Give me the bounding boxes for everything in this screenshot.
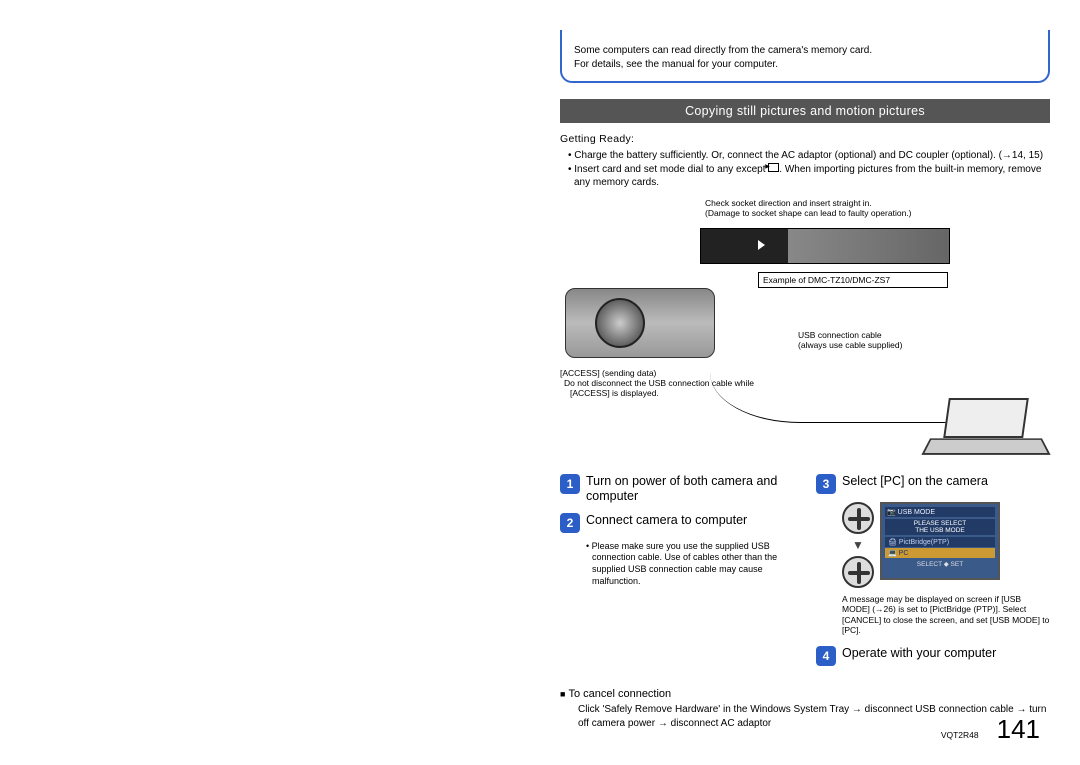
step-3: 3 Select [PC] on the camera [816, 474, 1050, 494]
camera-lens-icon [595, 298, 645, 348]
step-3-graphics: ▼ 📷 USB MODE PLEASE SELECT THE USB MODE … [842, 502, 1050, 588]
example-label: Example of DMC-TZ10/DMC-ZS7 [758, 272, 948, 288]
lcd-footer: SELECT ◆ SET [885, 560, 995, 568]
right-column: 3 Select [PC] on the camera ▼ 📷 USB MODE… [816, 474, 1050, 675]
arrow-icon [758, 240, 765, 250]
lcd-screenshot: 📷 USB MODE PLEASE SELECT THE USB MODE 🖨 … [880, 502, 1000, 580]
step-title: Connect camera to computer [586, 513, 747, 533]
step-4: 4 Operate with your computer [816, 646, 1050, 666]
lcd-title: 📷 USB MODE [885, 507, 995, 517]
intro-line1: Some computers can read directly from th… [574, 44, 1036, 58]
step-number-icon: 3 [816, 474, 836, 494]
socket-illustration [700, 228, 950, 264]
socket-callout: Check socket direction and insert straig… [705, 198, 965, 218]
step-title: Select [PC] on the camera [842, 474, 988, 494]
lcd-option-selected: 💻 PC [885, 548, 995, 558]
step-title: Operate with your computer [842, 646, 996, 666]
step-number-icon: 1 [560, 474, 580, 494]
cancel-title: To cancel connection [560, 688, 1050, 700]
lcd-message: PLEASE SELECT THE USB MODE [885, 519, 995, 535]
page-number: 141 [997, 714, 1040, 745]
arrow-down-icon: ▼ [852, 538, 864, 552]
laptop-illustration [926, 398, 1046, 458]
mode-dial-icon [768, 163, 779, 172]
step-1: 1 Turn on power of both camera and compu… [560, 474, 794, 505]
step-number-icon: 2 [560, 513, 580, 533]
usb-mode-note: A message may be displayed on screen if … [816, 594, 1050, 637]
step-title: Turn on power of both camera and compute… [586, 474, 794, 505]
step-number-icon: 4 [816, 646, 836, 666]
dpad-icon [842, 556, 874, 588]
usb-cable-label: USB connection cable (always use cable s… [798, 330, 958, 350]
section-header: Copying still pictures and motion pictur… [560, 99, 1050, 123]
dpad-icon [842, 502, 874, 534]
document-code: VQT2R48 [941, 730, 979, 740]
manual-page: Some computers can read directly from th… [560, 30, 1050, 730]
getting-ready-label: Getting Ready: [560, 133, 1050, 145]
left-column: 1 Turn on power of both camera and compu… [560, 474, 794, 675]
step-2-note: Please make sure you use the supplied US… [560, 541, 794, 588]
prep-item: Charge the battery sufficiently. Or, con… [568, 149, 1050, 163]
steps-columns: 1 Turn on power of both camera and compu… [560, 474, 1050, 675]
connection-diagram: Check socket direction and insert straig… [560, 198, 1050, 468]
step-2: 2 Connect camera to computer [560, 513, 794, 533]
lcd-option: 🖨 PictBridge(PTP) [885, 537, 995, 547]
page-footer: VQT2R48 141 [941, 714, 1040, 745]
access-label: [ACCESS] (sending data) Do not disconnec… [560, 368, 760, 399]
intro-box: Some computers can read directly from th… [560, 30, 1050, 83]
prep-list: Charge the battery sufficiently. Or, con… [560, 149, 1050, 190]
intro-line2: For details, see the manual for your com… [574, 58, 1036, 72]
prep-item: Insert card and set mode dial to any exc… [568, 163, 1050, 190]
